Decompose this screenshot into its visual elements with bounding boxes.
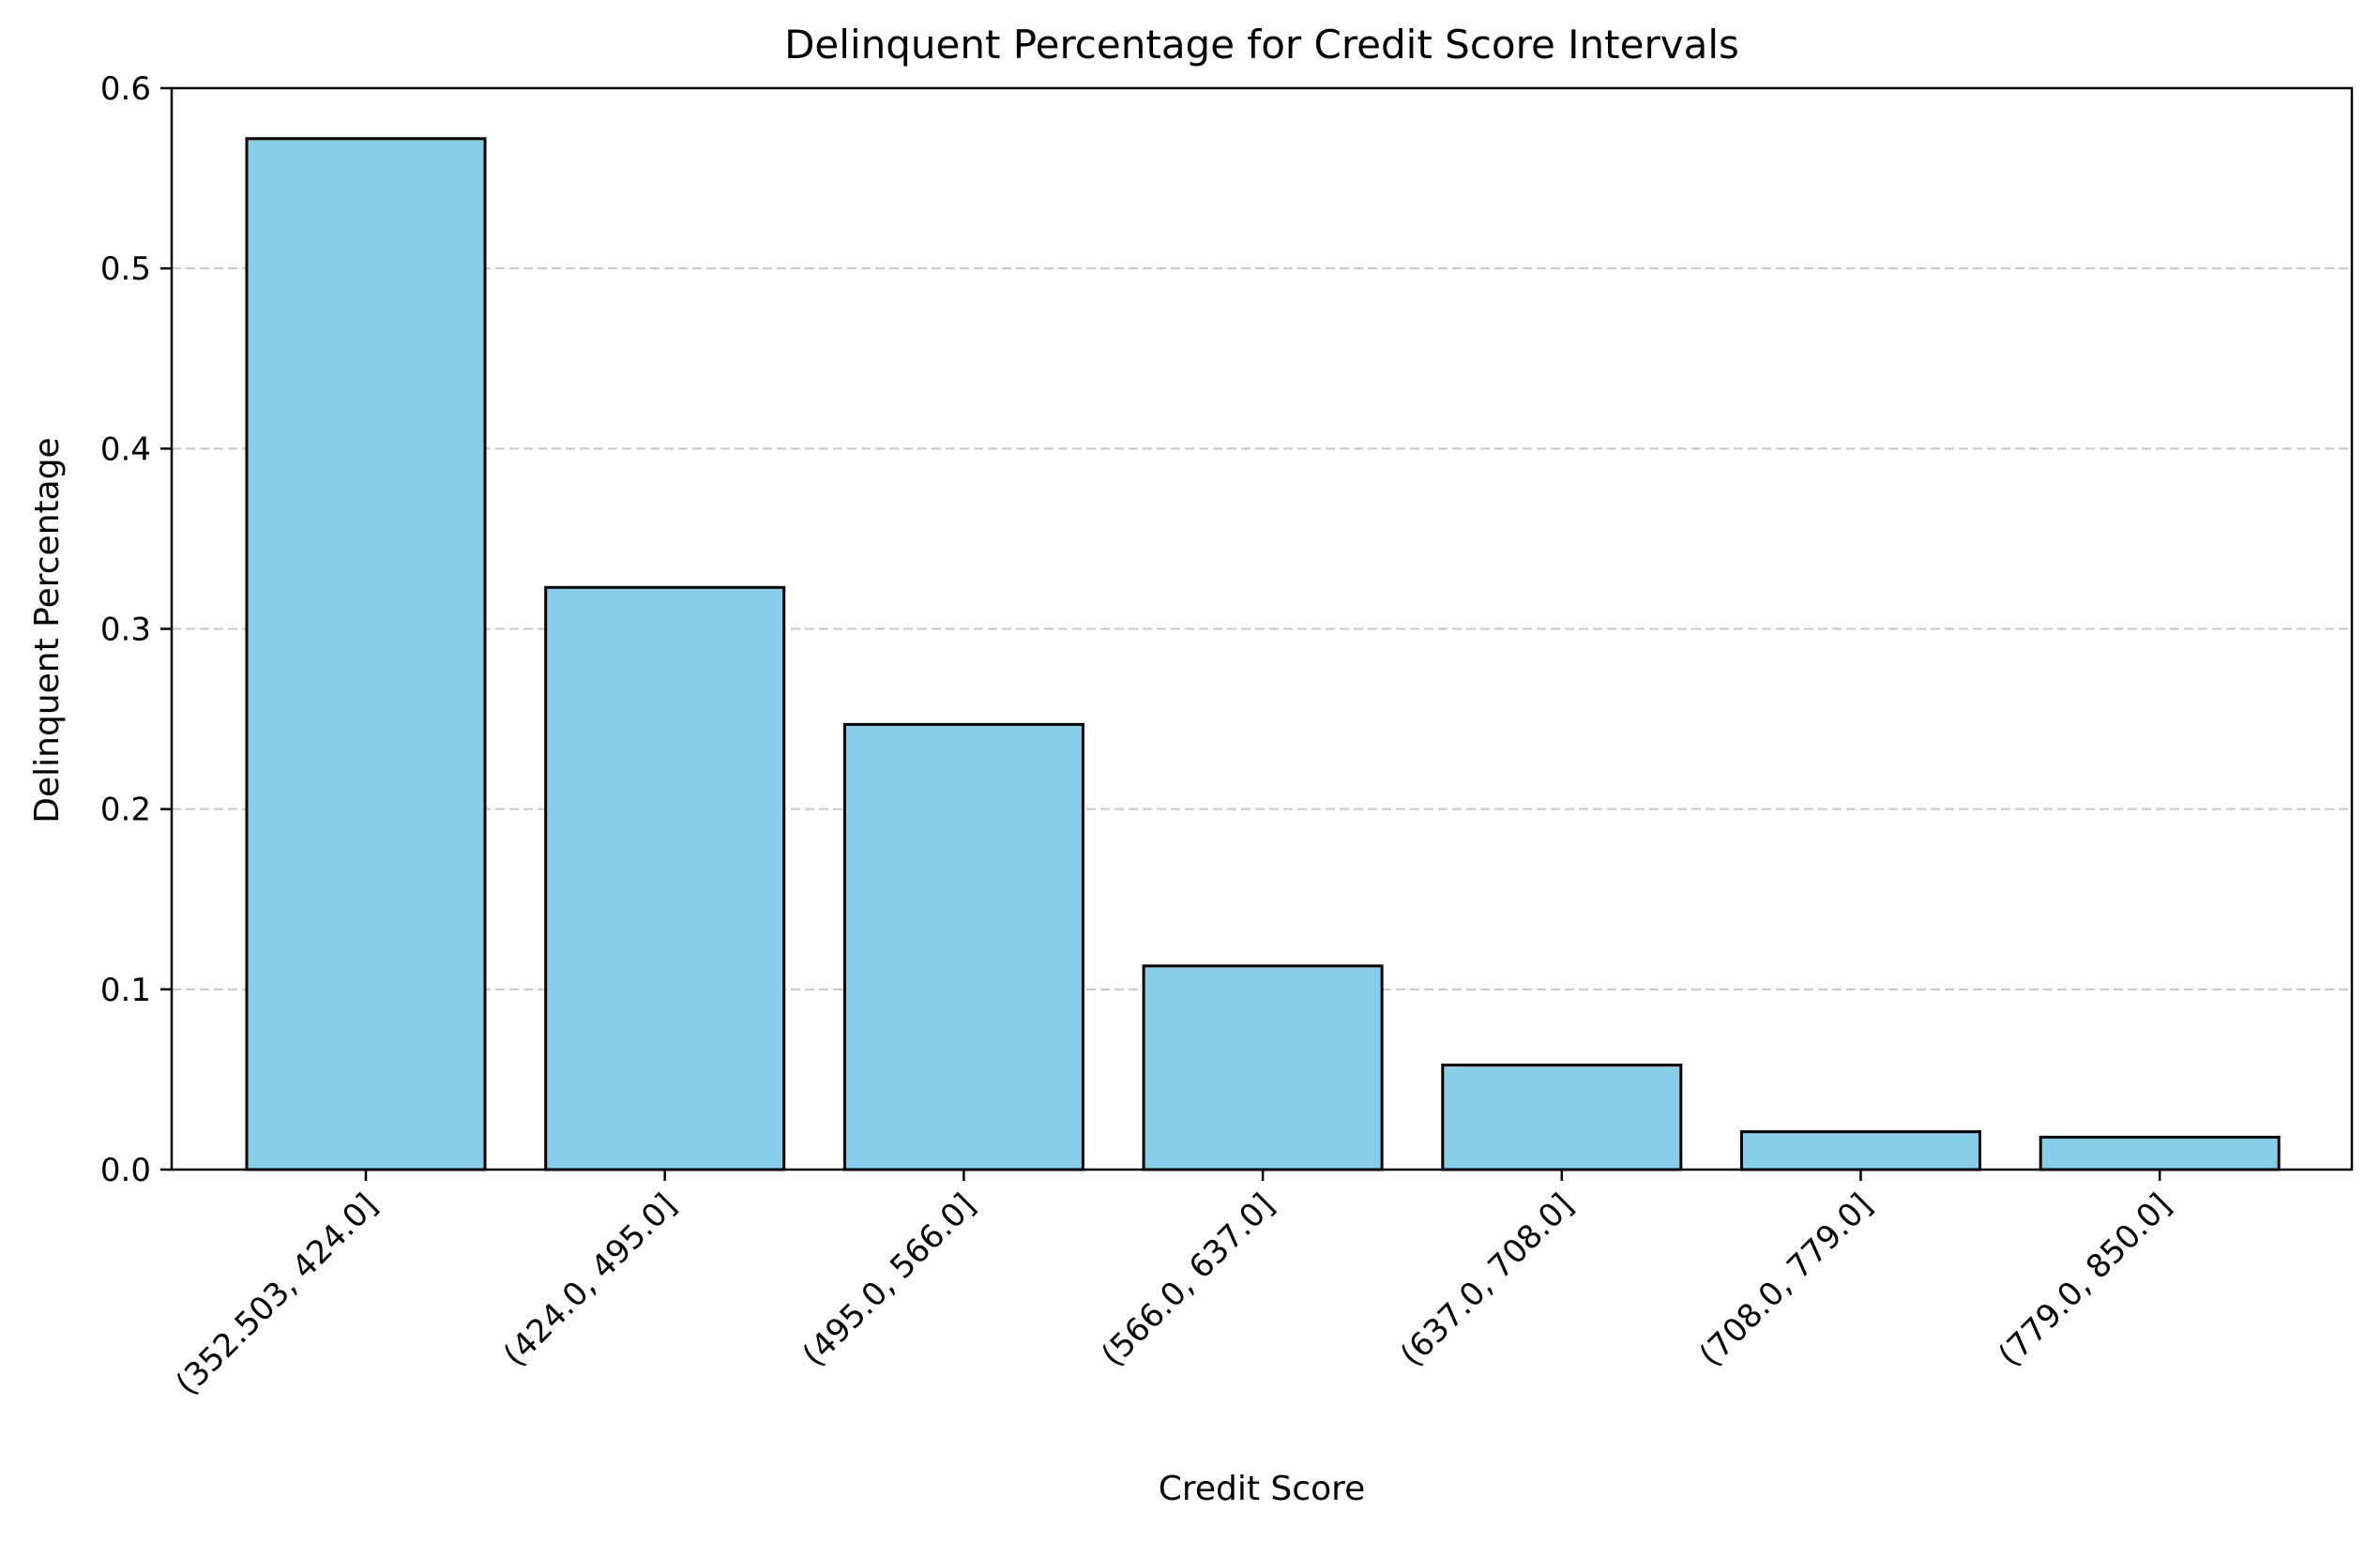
y-tick-label: 0.3: [100, 612, 151, 649]
bar: [2039, 1135, 2281, 1171]
bar: [1441, 1064, 1683, 1171]
y-tick-label: 0.1: [100, 972, 151, 1009]
bar: [1142, 964, 1384, 1171]
x-axis-label: Credit Score: [1159, 1470, 1366, 1508]
y-tick-label: 0.5: [100, 250, 151, 288]
bar: [544, 585, 786, 1171]
y-tick-label: 0.0: [100, 1152, 151, 1189]
y-tick-label: 0.2: [100, 792, 151, 829]
y-tick-label: 0.6: [100, 70, 151, 108]
bar: [245, 137, 487, 1171]
y-tick-label: 0.4: [100, 431, 151, 468]
y-axis-label: Delinquent Percentage: [28, 437, 67, 823]
chart-title: Delinquent Percentage for Credit Score I…: [784, 22, 1739, 68]
bar: [1740, 1130, 1981, 1171]
bars: [245, 137, 2281, 1171]
bar: [842, 722, 1084, 1171]
y-axis-ticks: 0.0 0.1 0.2 0.3 0.4 0.5 0.6: [100, 70, 172, 1189]
